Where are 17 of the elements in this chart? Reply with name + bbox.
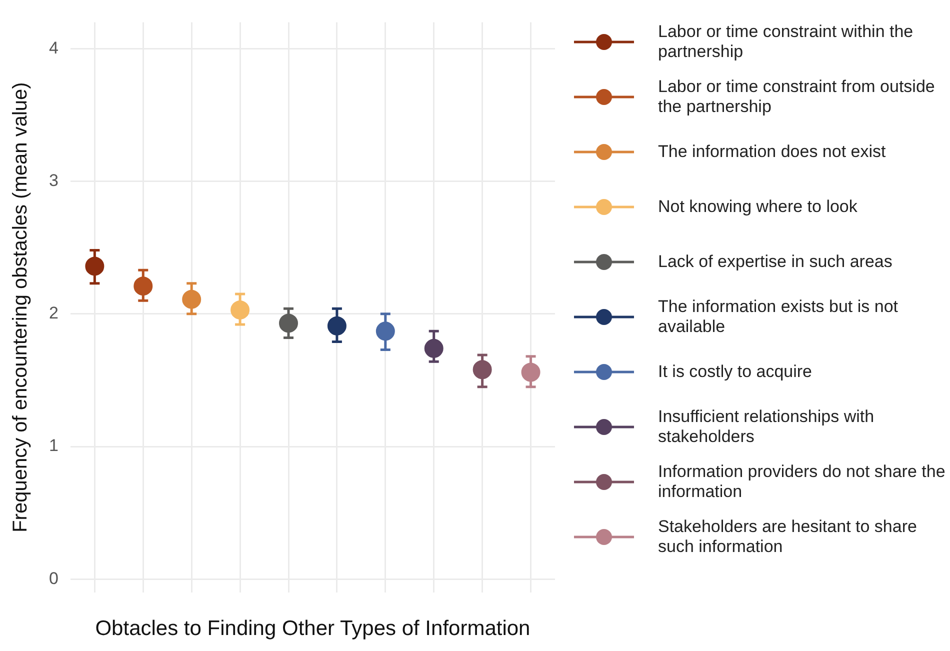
legend-label: Lack of expertise in such areas: [658, 252, 894, 272]
y-tick-label: 0: [48, 568, 58, 588]
legend-label: Insufficient relationships with stakeholders: [658, 406, 876, 446]
legend-label: It is costly to acquire: [658, 362, 814, 382]
legend-label: Not knowing where to look: [658, 196, 858, 216]
legend-label: Labor or time constraint within the partnership: [658, 22, 914, 62]
x-axis-title: Obtacles to Finding Other Types of Information: [95, 617, 530, 640]
legend-label: Labor or time constraint from outside the partnership: [658, 76, 936, 116]
y-tick-label: 1: [48, 436, 58, 456]
y-tick-label: 4: [48, 38, 58, 58]
y-tick-label: 2: [48, 304, 58, 323]
legend-label: The information exists but is not available: [658, 296, 900, 336]
y-axis-title: Frequency of encountering obstacles (mean value): [10, 82, 32, 532]
legend-label: The information does not exist: [658, 142, 887, 162]
legend-label: Stakeholders are hesitant to share such information: [658, 516, 918, 556]
legend-label: Information providers do not share the information: [658, 462, 946, 502]
y-tick-label: 3: [48, 171, 58, 190]
